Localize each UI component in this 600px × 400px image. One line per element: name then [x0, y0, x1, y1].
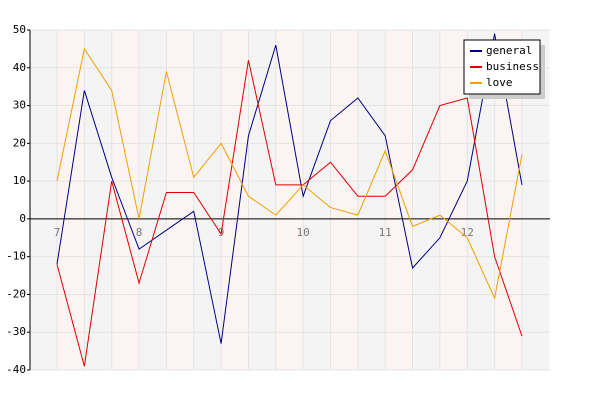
band: [357, 30, 386, 370]
y-tick-label: -10: [6, 250, 26, 263]
band: [248, 30, 276, 370]
series-line: [56, 60, 523, 367]
x-tick-label: 11: [379, 226, 392, 239]
band: [330, 30, 358, 370]
x-tick-label: 7: [54, 226, 61, 239]
y-tick-label: 30: [13, 99, 26, 112]
y-tick-label: -40: [6, 363, 26, 376]
band: [57, 30, 85, 370]
band: [412, 30, 440, 370]
legend-label: love: [486, 76, 513, 89]
band: [303, 30, 331, 370]
band: [30, 30, 57, 370]
y-tick-label: -20: [6, 287, 26, 300]
y-tick-label: 10: [13, 174, 26, 187]
y-tick-label: 50: [13, 23, 26, 36]
band: [139, 30, 167, 370]
band: [439, 30, 468, 370]
band: [193, 30, 222, 370]
x-tick-label: 10: [297, 226, 310, 239]
band: [84, 30, 112, 370]
x-tick-label: 12: [461, 226, 474, 239]
y-tick-label: 0: [19, 212, 26, 225]
y-tick-label: 20: [13, 136, 26, 149]
series-line: [56, 47, 523, 300]
x-tick-label: 8: [136, 226, 143, 239]
y-tick-label: -30: [6, 325, 26, 338]
series-line: [56, 33, 523, 344]
band: [166, 30, 194, 370]
legend-label: business: [486, 60, 539, 73]
band: [221, 30, 249, 370]
legend-label: general: [486, 44, 532, 57]
y-tick-label: 40: [13, 61, 26, 74]
